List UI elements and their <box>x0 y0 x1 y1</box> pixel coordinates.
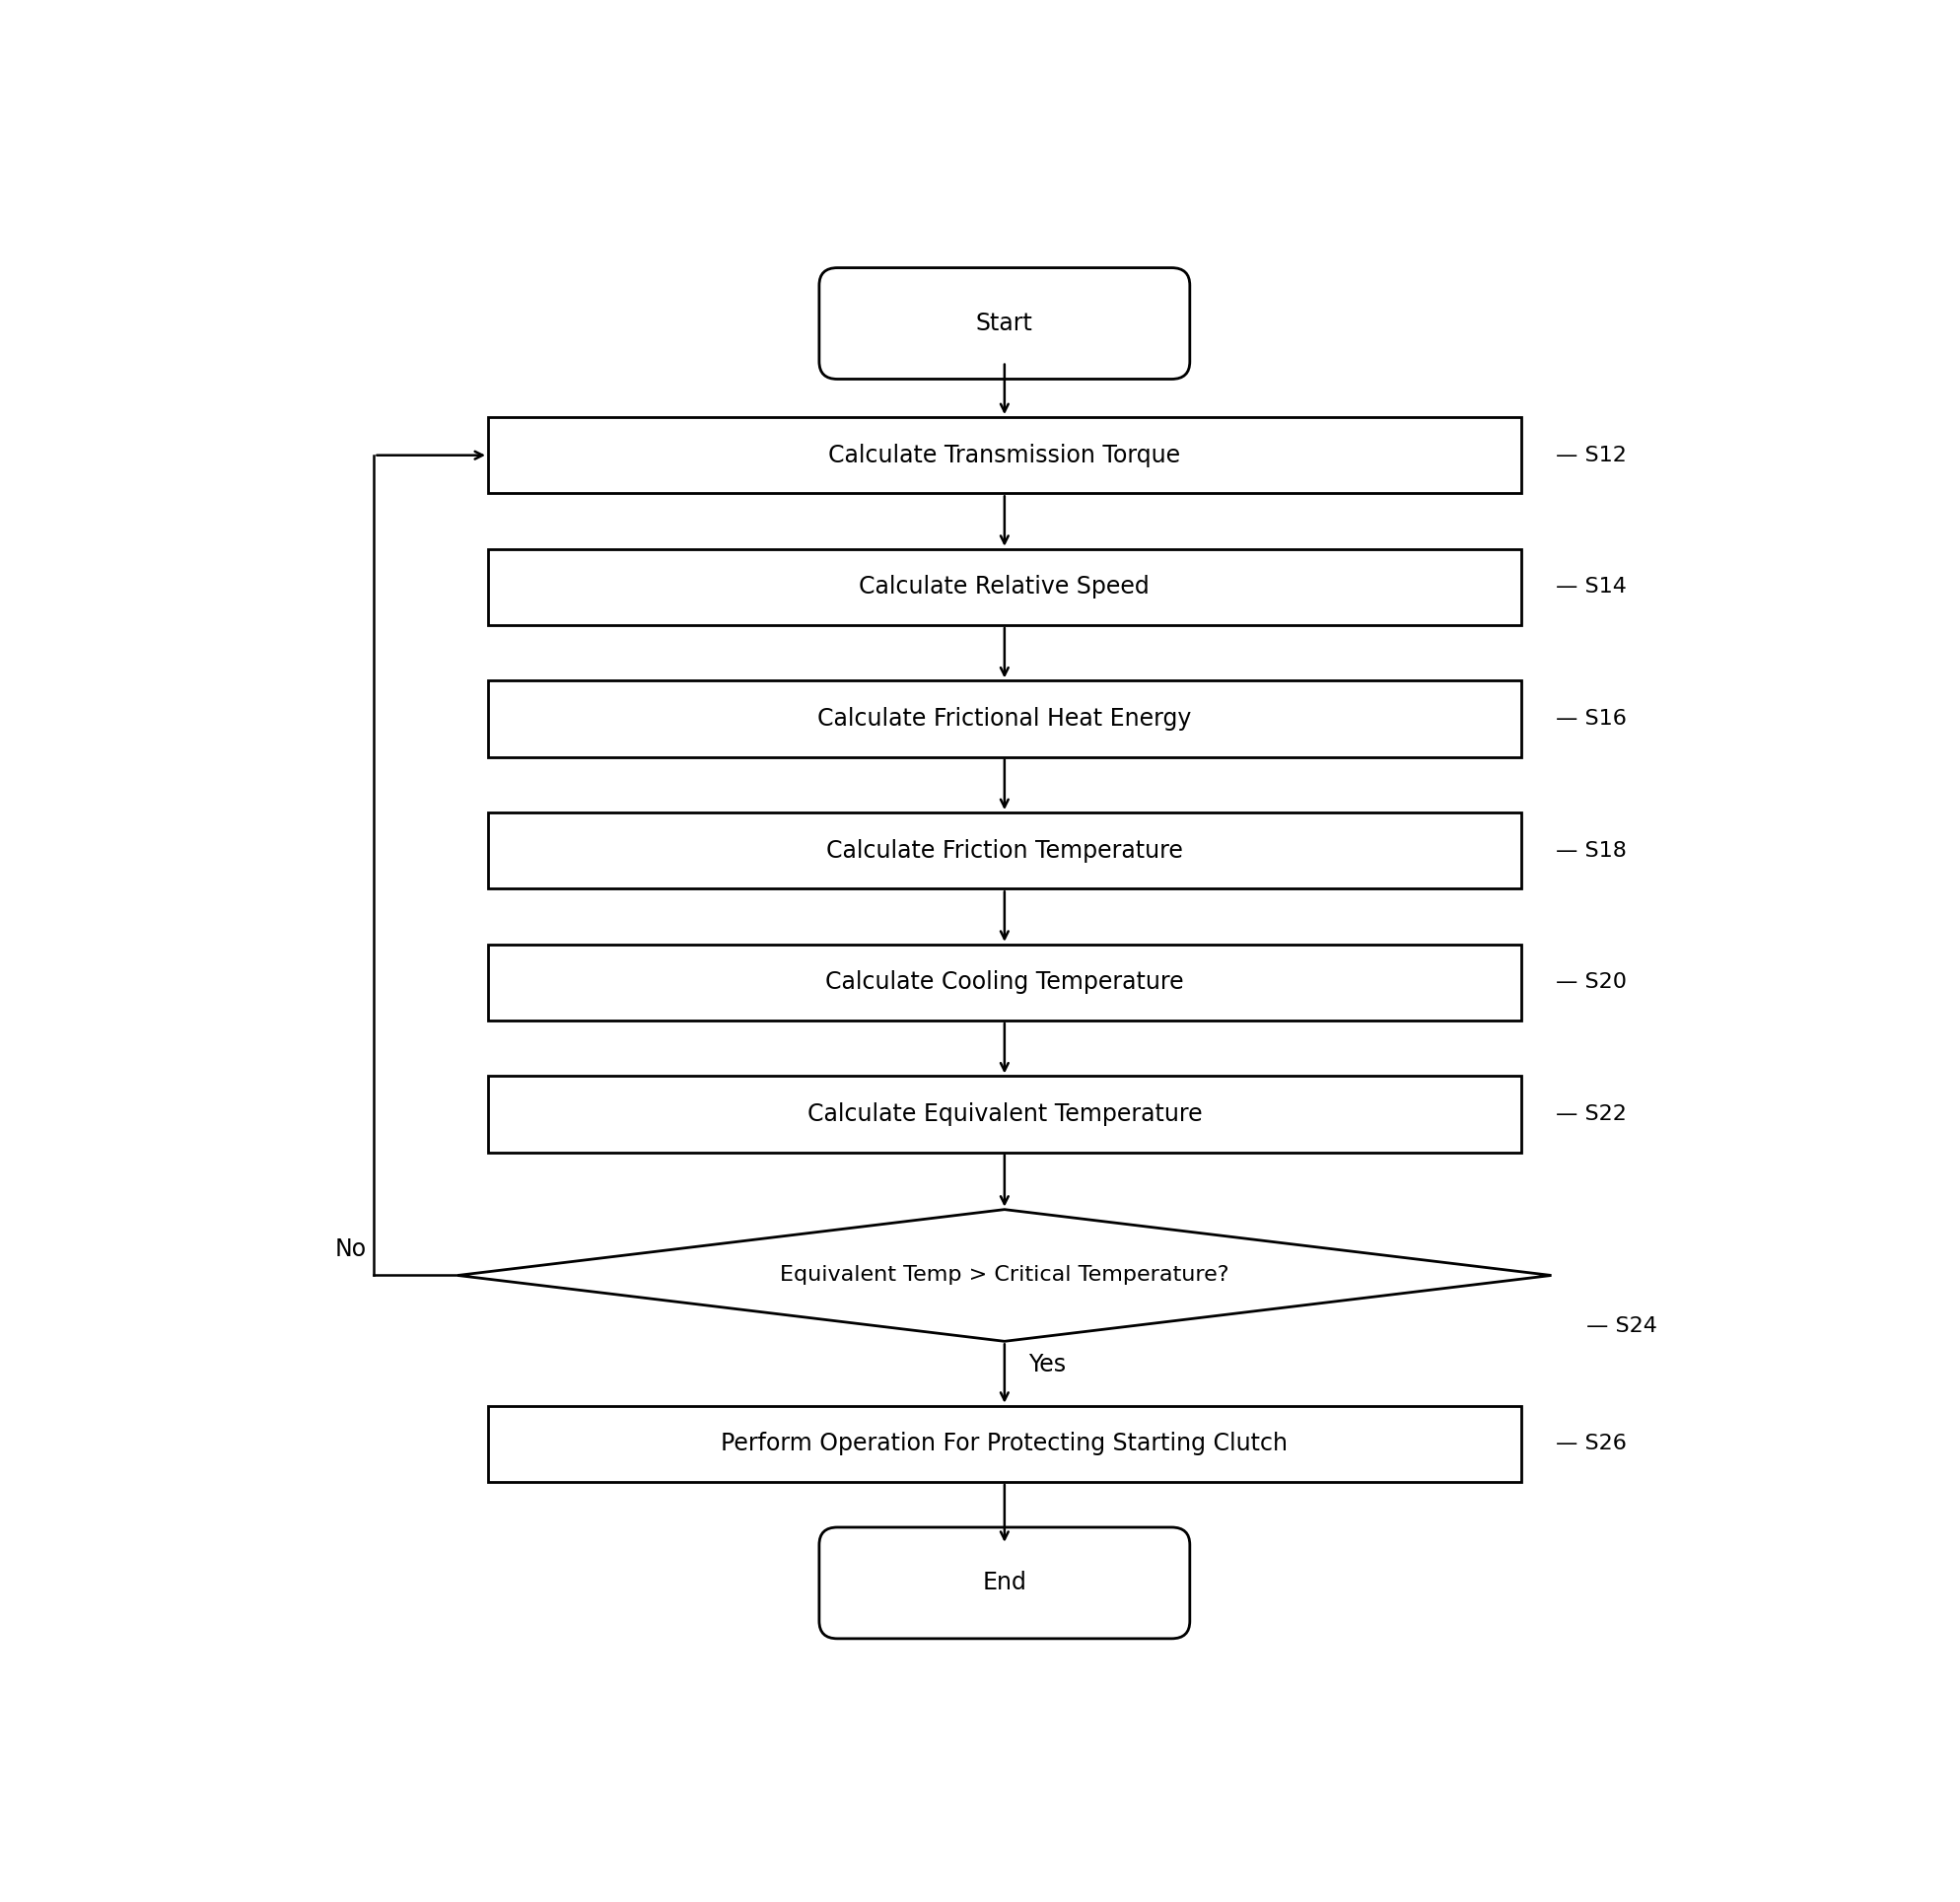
Text: Yes: Yes <box>1029 1352 1066 1377</box>
FancyBboxPatch shape <box>819 268 1190 378</box>
Text: — S26: — S26 <box>1556 1434 1627 1453</box>
Text: No: No <box>335 1236 367 1261</box>
FancyBboxPatch shape <box>819 1527 1190 1640</box>
Text: Calculate Relative Speed: Calculate Relative Speed <box>858 574 1151 599</box>
Text: — S16: — S16 <box>1556 709 1627 728</box>
FancyBboxPatch shape <box>488 812 1521 888</box>
Text: Calculate Transmission Torque: Calculate Transmission Torque <box>829 443 1180 468</box>
Text: — S22: — S22 <box>1556 1105 1627 1124</box>
Text: — S24: — S24 <box>1586 1316 1656 1337</box>
Text: — S18: — S18 <box>1556 841 1627 860</box>
Text: — S20: — S20 <box>1556 972 1627 993</box>
Text: — S12: — S12 <box>1556 445 1627 466</box>
Text: Equivalent Temp > Critical Temperature?: Equivalent Temp > Critical Temperature? <box>780 1265 1229 1286</box>
Text: Calculate Cooling Temperature: Calculate Cooling Temperature <box>825 970 1184 995</box>
Text: Calculate Frictional Heat Energy: Calculate Frictional Heat Energy <box>817 708 1192 730</box>
Text: Calculate Friction Temperature: Calculate Friction Temperature <box>825 839 1184 862</box>
Polygon shape <box>459 1210 1552 1341</box>
FancyBboxPatch shape <box>488 550 1521 626</box>
Text: Perform Operation For Protecting Starting Clutch: Perform Operation For Protecting Startin… <box>721 1432 1288 1455</box>
Text: Calculate Equivalent Temperature: Calculate Equivalent Temperature <box>808 1103 1201 1126</box>
Text: — S14: — S14 <box>1556 576 1627 597</box>
Text: End: End <box>982 1571 1027 1594</box>
FancyBboxPatch shape <box>488 1077 1521 1153</box>
FancyBboxPatch shape <box>488 681 1521 757</box>
FancyBboxPatch shape <box>488 1406 1521 1482</box>
FancyBboxPatch shape <box>488 945 1521 1021</box>
FancyBboxPatch shape <box>488 417 1521 493</box>
Text: Start: Start <box>976 312 1033 335</box>
